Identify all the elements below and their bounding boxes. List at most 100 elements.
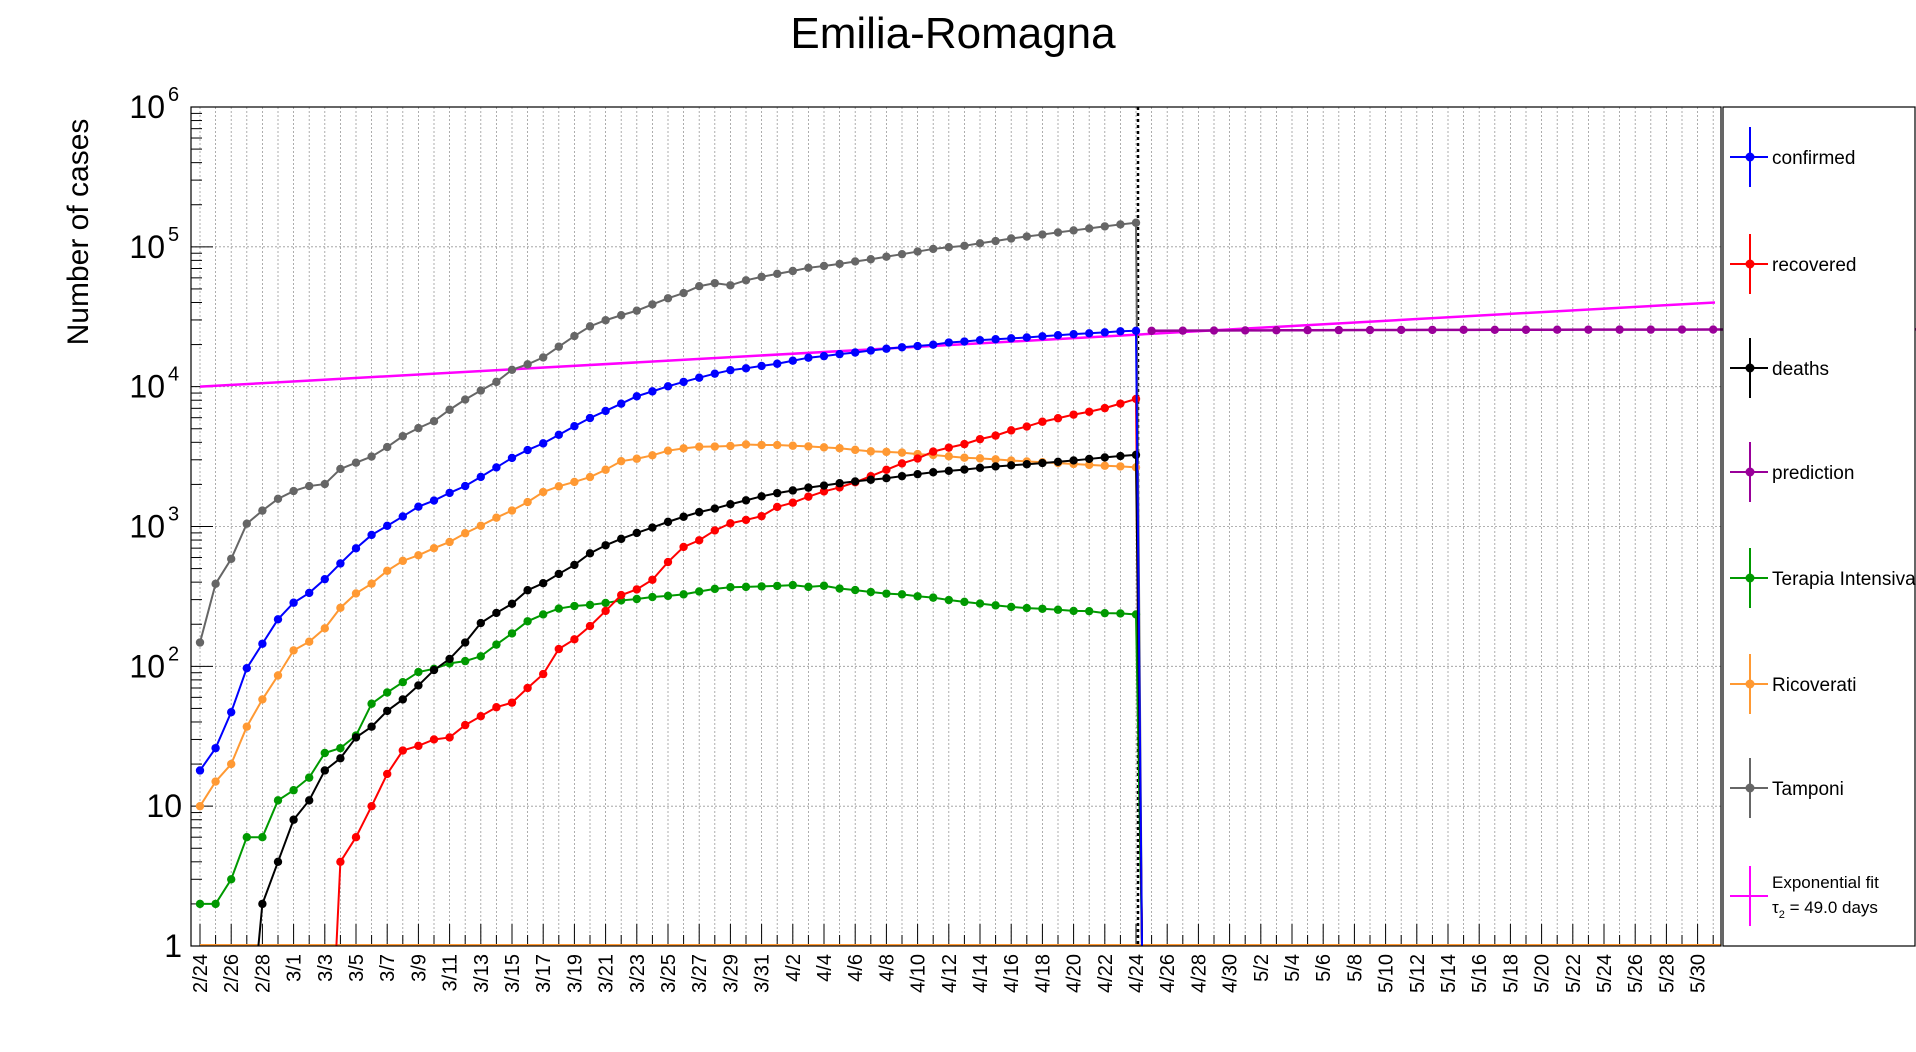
data-point xyxy=(1007,602,1016,612)
data-point xyxy=(835,584,844,593)
data-point xyxy=(585,621,595,631)
data-point xyxy=(383,688,392,697)
data-point xyxy=(601,406,610,416)
data-point xyxy=(211,743,220,753)
data-point xyxy=(960,337,969,346)
data-point xyxy=(195,638,205,647)
data-point xyxy=(773,269,782,279)
data-point xyxy=(336,559,345,568)
data-point xyxy=(804,442,813,451)
data-point xyxy=(242,519,251,528)
data-point xyxy=(273,615,283,624)
data-point xyxy=(710,526,719,535)
x-tick-label: 4/30 xyxy=(1220,954,1242,993)
data-point xyxy=(305,588,314,598)
data-point xyxy=(1085,407,1094,416)
data-point xyxy=(1272,326,1281,335)
series-recovered xyxy=(335,394,1143,947)
legend-entry: deaths xyxy=(1730,338,1829,398)
data-point xyxy=(632,585,641,594)
data-point xyxy=(788,266,797,276)
y-tick-label: 10 xyxy=(129,509,165,545)
series-line xyxy=(257,453,1143,947)
data-point xyxy=(960,241,969,251)
data-point xyxy=(1085,329,1094,338)
data-point xyxy=(897,590,907,599)
data-point xyxy=(1022,333,1031,342)
data-point xyxy=(929,340,938,349)
data-point xyxy=(461,638,470,647)
data-point xyxy=(835,259,844,269)
data-point xyxy=(648,523,657,532)
data-point xyxy=(289,486,298,496)
data-point xyxy=(757,361,766,371)
x-tick-label: 2/24 xyxy=(190,954,212,993)
data-point xyxy=(336,464,345,474)
data-point xyxy=(1053,414,1063,423)
series-deaths xyxy=(257,450,1143,947)
data-point xyxy=(429,496,439,505)
data-point xyxy=(570,477,579,487)
data-point xyxy=(944,338,953,347)
x-tick-label: 4/24 xyxy=(1126,954,1148,993)
data-point xyxy=(695,442,704,451)
data-point xyxy=(991,236,1000,246)
data-point xyxy=(289,646,298,655)
data-point xyxy=(476,711,485,721)
data-point xyxy=(757,511,766,521)
data-point xyxy=(554,604,563,613)
data-point xyxy=(1100,328,1110,337)
data-point xyxy=(1428,325,1437,335)
data-point xyxy=(1007,234,1016,243)
x-tick-label: 5/28 xyxy=(1656,954,1678,993)
series-line xyxy=(335,397,1143,947)
legend-entry: Tamponi xyxy=(1730,758,1844,818)
data-point xyxy=(944,242,953,252)
data-point xyxy=(648,451,657,460)
data-point xyxy=(679,444,688,453)
data-point xyxy=(585,322,595,331)
data-point xyxy=(1053,228,1063,237)
data-point xyxy=(617,399,626,408)
x-tick-label: 3/3 xyxy=(315,954,337,982)
data-point xyxy=(975,434,985,444)
data-point xyxy=(258,506,267,515)
series-terapia-intensiva xyxy=(195,580,1143,947)
data-point xyxy=(804,582,813,592)
x-tick-label: 3/31 xyxy=(752,954,774,993)
data-point xyxy=(882,474,891,483)
data-point xyxy=(648,387,657,396)
data-point xyxy=(1459,325,1468,335)
data-point xyxy=(336,857,345,867)
data-point xyxy=(866,447,875,456)
data-point xyxy=(539,669,548,679)
data-point xyxy=(897,459,907,468)
legend-entry: confirmed xyxy=(1730,127,1855,187)
data-point xyxy=(367,530,376,540)
data-point xyxy=(913,247,922,256)
data-point xyxy=(570,635,579,644)
data-point xyxy=(944,595,953,605)
data-point xyxy=(195,801,205,811)
data-point xyxy=(273,494,283,503)
x-tick-label: 3/15 xyxy=(502,954,524,993)
data-point xyxy=(804,263,813,273)
data-point xyxy=(523,360,532,369)
data-point xyxy=(398,746,407,755)
x-tick-label: 2/28 xyxy=(252,954,274,993)
data-point xyxy=(585,472,595,482)
data-point xyxy=(211,579,220,589)
data-point xyxy=(679,288,688,298)
data-point xyxy=(1053,605,1063,614)
data-point xyxy=(679,542,688,552)
data-point xyxy=(741,276,751,285)
x-tick-label: 3/9 xyxy=(408,954,430,982)
legend-label-tau-sub: 2 xyxy=(1779,909,1785,921)
data-point xyxy=(429,735,439,744)
data-point xyxy=(367,722,376,731)
y-tick-label: 10 xyxy=(129,648,165,684)
data-point xyxy=(1100,461,1110,470)
x-tick-label: 3/25 xyxy=(658,954,680,993)
data-point xyxy=(897,448,907,457)
